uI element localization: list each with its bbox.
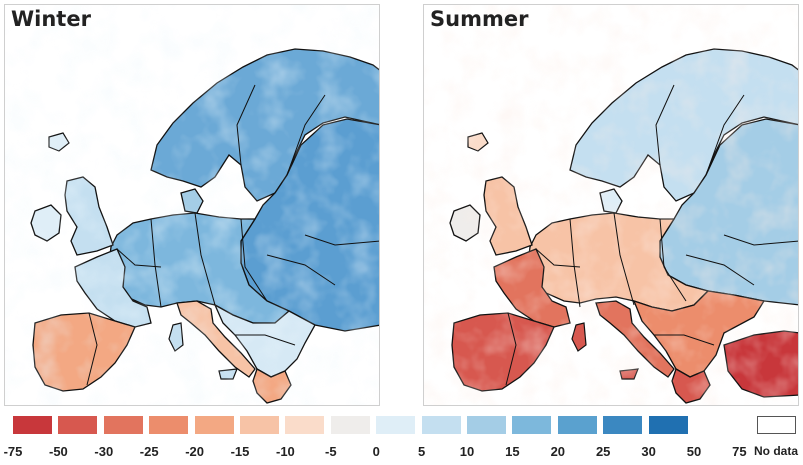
legend-tick-label: 10 <box>459 444 475 459</box>
winter-texture <box>5 5 379 405</box>
legend-swatch <box>103 416 143 434</box>
winter-borders <box>86 84 379 386</box>
legend-swatch <box>58 416 98 434</box>
legend-tick-label: -75 <box>3 444 23 459</box>
legend-tick-label: 75 <box>732 444 747 459</box>
legend-swatch <box>240 416 279 434</box>
legend-tick-label: 5 <box>417 444 426 459</box>
legend-nodata-label: No data <box>754 444 799 458</box>
legend-tick-label: 20 <box>550 444 566 459</box>
legend-swatch <box>194 416 234 434</box>
summer-map <box>424 5 798 405</box>
legend-swatch <box>421 416 461 434</box>
summer-title: Summer <box>430 7 529 31</box>
winter-title: Winter <box>11 7 91 31</box>
winter-map <box>5 5 379 405</box>
legend-nodata-swatch <box>757 416 796 434</box>
legend-tick-label: -20 <box>185 444 204 459</box>
legend-swatch <box>149 416 189 434</box>
color-legend: -75 -50 -30 -25 -20 -15 -10 -5 0 5 10 15 20 25 30 50 75 N… <box>0 414 803 465</box>
legend-swatch <box>330 416 370 434</box>
legend-tick-label: 0 <box>372 444 380 459</box>
summer-borders <box>505 84 798 386</box>
legend-swatch <box>603 416 643 434</box>
legend-tick-label: -30 <box>94 444 114 459</box>
legend-swatch <box>13 416 52 434</box>
legend-tick-label: -5 <box>325 444 337 459</box>
legend-tick-label: 15 <box>505 444 520 459</box>
legend-tick-label: -25 <box>139 444 159 459</box>
summer-texture <box>424 5 798 405</box>
legend-swatch <box>557 416 597 434</box>
legend-swatch <box>467 416 506 434</box>
legend-swatch <box>285 416 325 434</box>
legend-swatch <box>512 416 552 434</box>
legend-tick-label: -10 <box>275 444 295 459</box>
legend-tick-label: 30 <box>641 444 656 459</box>
winter-map-panel: Winter <box>4 4 380 406</box>
legend-tick-label: 25 <box>595 444 611 459</box>
legend-tick-label: -50 <box>48 444 68 459</box>
legend-swatch <box>376 416 416 434</box>
legend-tick-label: 50 <box>686 444 702 459</box>
legend-tick-label: -15 <box>230 444 250 459</box>
legend-swatch <box>648 416 688 434</box>
summer-map-panel: Summer <box>423 4 799 406</box>
